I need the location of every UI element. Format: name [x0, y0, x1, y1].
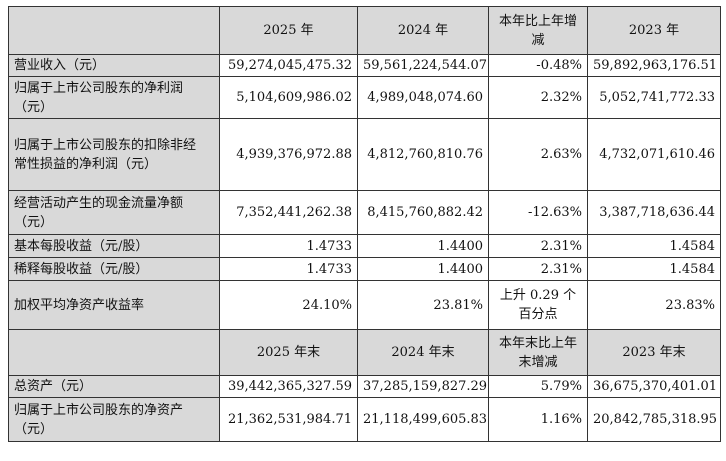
row-label: 加权平均净资产收益率 [8, 280, 220, 330]
cell-2023: 1.4584 [587, 234, 721, 258]
cell-change: -0.48% [488, 54, 588, 77]
cell-2024: 21,118,499,605.83 [357, 397, 489, 442]
header-2024: 2024 年 [357, 6, 489, 55]
header-2023: 2023 年 [587, 6, 721, 55]
table-header-row: 2025 年末 2024 年末 本年末比上年末增减 2023 年末 [8, 329, 721, 376]
table-row: 归属于上市公司股东的净利润（元） 5,104,609,986.02 4,989,… [8, 76, 721, 119]
table-row: 加权平均净资产收益率 24.10% 23.81% 上升 0.29 个百分点 23… [8, 280, 721, 330]
cell-2023: 3,387,718,636.44 [587, 190, 721, 235]
table-row: 稀释每股收益（元/股） 1.4733 1.4400 2.31% 1.4584 [8, 257, 721, 281]
row-label: 归属于上市公司股东的净资产（元） [8, 397, 220, 442]
header-corner-cell [8, 6, 220, 55]
table-row: 经营活动产生的现金流量净额（元） 7,352,441,262.38 8,415,… [8, 190, 721, 235]
row-label: 营业收入（元） [8, 54, 220, 77]
cell-change: 2.63% [488, 118, 588, 191]
cell-2025: 1.4733 [219, 234, 358, 258]
cell-2025: 59,274,045,475.32 [219, 54, 358, 77]
cell-2023: 20,842,785,318.95 [587, 397, 721, 442]
cell-2023: 5,052,741,772.33 [587, 76, 721, 119]
cell-2024: 59,561,224,544.07 [357, 54, 489, 77]
cell-2023: 1.4584 [587, 257, 721, 281]
header-2025-end: 2025 年末 [219, 329, 358, 376]
financial-summary-table: 2025 年 2024 年 本年比上年增减 2023 年 营业收入（元） 59,… [8, 6, 721, 442]
table-row: 基本每股收益（元/股） 1.4733 1.4400 2.31% 1.4584 [8, 234, 721, 258]
header-2025: 2025 年 [219, 6, 358, 55]
table-header-row: 2025 年 2024 年 本年比上年增减 2023 年 [8, 6, 721, 55]
cell-2025: 39,442,365,327.59 [219, 375, 358, 398]
cell-2023: 59,892,963,176.51 [587, 54, 721, 77]
cell-2023: 23.83% [587, 280, 721, 330]
cell-2025: 24.10% [219, 280, 358, 330]
cell-change: -12.63% [488, 190, 588, 235]
row-label: 归属于上市公司股东的净利润（元） [8, 76, 220, 119]
header-corner-cell [8, 329, 220, 376]
cell-change: 1.16% [488, 397, 588, 442]
cell-2023: 36,675,370,401.01 [587, 375, 721, 398]
row-label: 稀释每股收益（元/股） [8, 257, 220, 281]
cell-2025: 7,352,441,262.38 [219, 190, 358, 235]
cell-change: 2.31% [488, 257, 588, 281]
row-label: 经营活动产生的现金流量净额（元） [8, 190, 220, 235]
cell-2025: 21,362,531,984.71 [219, 397, 358, 442]
header-change: 本年比上年增减 [488, 6, 588, 55]
cell-2024: 37,285,159,827.29 [357, 375, 489, 398]
cell-2023: 4,732,071,610.46 [587, 118, 721, 191]
cell-2024: 8,415,760,882.42 [357, 190, 489, 235]
cell-2024: 1.4400 [357, 257, 489, 281]
header-change-end: 本年末比上年末增减 [488, 329, 588, 376]
table-row: 总资产（元） 39,442,365,327.59 37,285,159,827.… [8, 375, 721, 398]
cell-2025: 5,104,609,986.02 [219, 76, 358, 119]
cell-2024: 4,812,760,810.76 [357, 118, 489, 191]
cell-change: 上升 0.29 个百分点 [488, 280, 588, 330]
cell-change: 2.32% [488, 76, 588, 119]
cell-2024: 4,989,048,074.60 [357, 76, 489, 119]
table-row: 归属于上市公司股东的净资产（元） 21,362,531,984.71 21,11… [8, 397, 721, 442]
table-row: 归属于上市公司股东的扣除非经常性损益的净利润（元） 4,939,376,972.… [8, 118, 721, 191]
row-label: 基本每股收益（元/股） [8, 234, 220, 258]
row-label: 总资产（元） [8, 375, 220, 398]
row-label: 归属于上市公司股东的扣除非经常性损益的净利润（元） [8, 118, 220, 191]
table-row: 营业收入（元） 59,274,045,475.32 59,561,224,544… [8, 54, 721, 77]
cell-2024: 1.4400 [357, 234, 489, 258]
cell-2025: 1.4733 [219, 257, 358, 281]
header-2023-end: 2023 年末 [587, 329, 721, 376]
cell-change: 5.79% [488, 375, 588, 398]
cell-2024: 23.81% [357, 280, 489, 330]
cell-2025: 4,939,376,972.88 [219, 118, 358, 191]
header-2024-end: 2024 年末 [357, 329, 489, 376]
cell-change: 2.31% [488, 234, 588, 258]
